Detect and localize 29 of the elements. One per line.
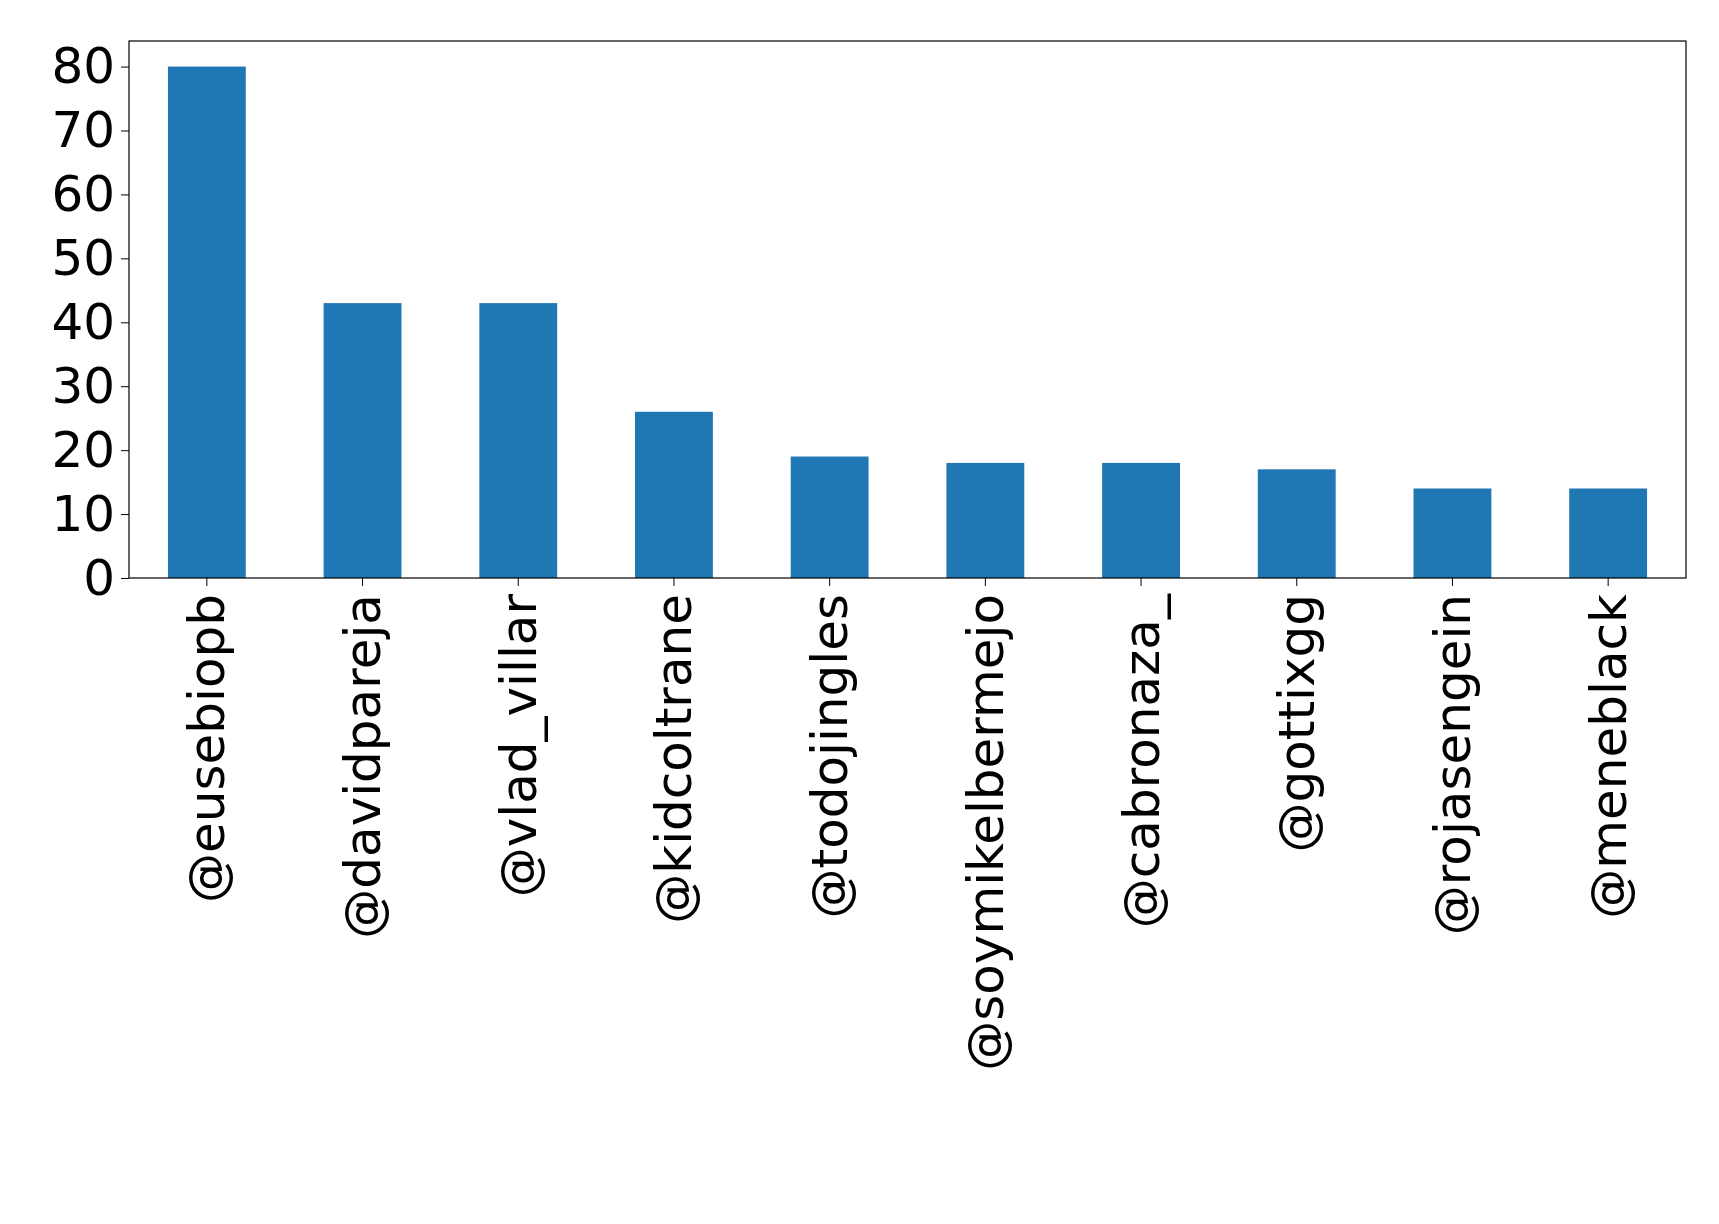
x-tick-label: @davidpareja	[334, 594, 393, 939]
bar	[635, 411, 713, 578]
y-tick-label: 70	[51, 101, 115, 159]
bar	[479, 303, 558, 578]
x-tick-label: @rojasengein	[1423, 594, 1482, 936]
bar	[1569, 488, 1648, 578]
y-tick-label: 20	[51, 420, 115, 479]
x-tick-label: @eusebiopb	[178, 594, 237, 903]
bar	[323, 303, 402, 578]
y-tick-label: 80	[51, 37, 115, 96]
bar	[1413, 488, 1492, 578]
x-tick-label: @cabronaza_	[1112, 593, 1171, 929]
bar	[1257, 469, 1336, 578]
x-tick-label: @soymikelbermejo	[956, 594, 1015, 1071]
y-tick-label: 0	[83, 548, 115, 607]
bar	[946, 462, 1025, 578]
x-tick-label: @gottixgg	[1268, 594, 1327, 853]
y-tick-label: 40	[51, 292, 115, 351]
x-tick-label: @todojingles	[801, 594, 860, 919]
y-tick-label: 30	[51, 356, 115, 415]
x-tick-label: @meneblack	[1579, 593, 1638, 919]
x-tick-label: @vlad_villar	[489, 593, 548, 898]
bar	[790, 456, 869, 578]
bar	[167, 66, 246, 578]
x-tick-label: @kidcoltrane	[645, 594, 704, 924]
y-tick-label: 10	[51, 484, 115, 543]
bar	[1102, 462, 1180, 578]
y-tick-label: 60	[51, 164, 115, 223]
y-tick-label: 50	[51, 228, 115, 287]
